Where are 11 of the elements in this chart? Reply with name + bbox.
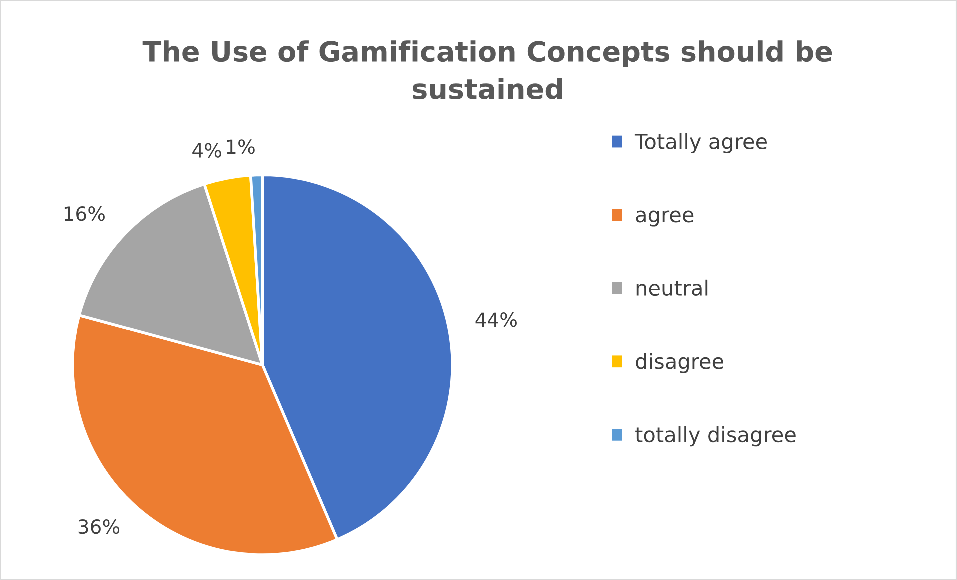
data-label: 16%: [64, 206, 105, 222]
legend-label: agree: [636, 210, 694, 227]
data-label: 36%: [78, 519, 120, 534]
chart-title: The Use of Gamification Concepts should be sustained: [142, 40, 832, 100]
legend-label: Totally agree: [634, 133, 768, 154]
data-label: 44%: [476, 312, 517, 328]
legend-label: disagree: [636, 353, 724, 374]
data-label: 1%: [227, 140, 255, 154]
data-label: 4%: [192, 143, 222, 158]
legend-label: neutral: [636, 280, 708, 296]
legend-label: totally disagree: [636, 426, 796, 447]
